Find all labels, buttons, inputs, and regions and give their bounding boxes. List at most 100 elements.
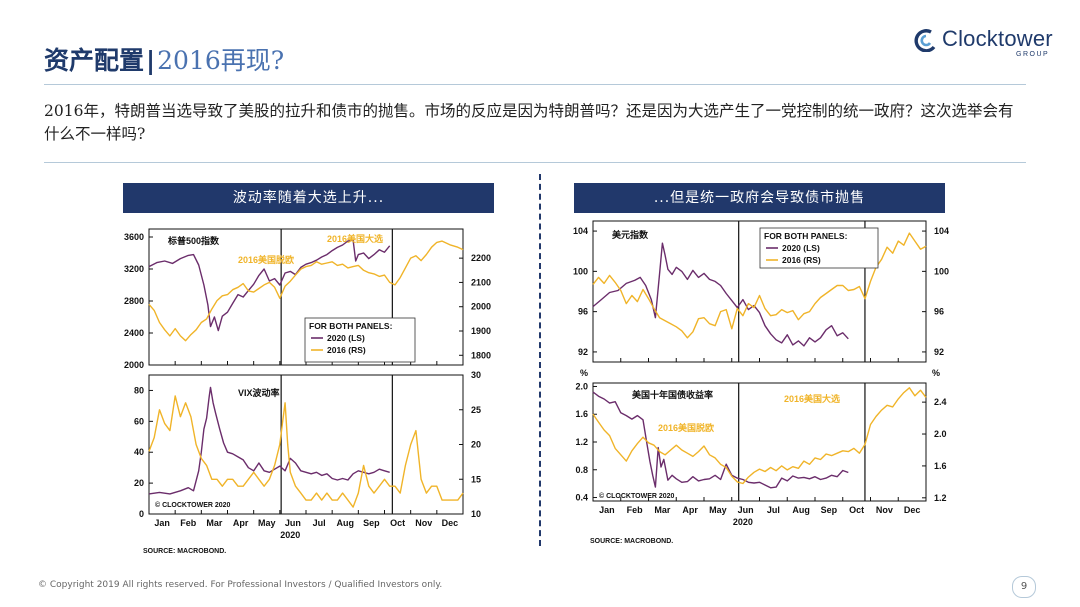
right-top-series-2016-line [592,232,927,339]
right-bottom-chart-title: 美国十年国债收益率 [632,389,713,400]
title-sub: 2016再现? [157,46,285,75]
right-bottom-xtick-label-10: Nov [876,505,893,515]
left-bottom-xlabel: 2020 [280,530,300,540]
right-top-legend-box [759,227,879,269]
right-bottom-ytick-left-label-4: 2.0 [575,381,588,391]
clocktower-logo: Clocktower GROUP [914,26,1054,62]
left-top-ytick-right-label-4: 2200 [471,253,491,263]
right-top-legend-title: FOR BOTH PANELS: [764,231,848,241]
left-bottom-ytick-right-label-4: 30 [471,370,481,380]
right-bottom-source: SOURCE: MACROBOND. [590,538,673,545]
left-bottom-xtick-label-1: Feb [180,518,197,528]
left-top-legend-item-0: 2020 (LS) [327,333,365,343]
left-bottom-xtick-label-0: Jan [154,518,170,528]
left-top-ytick-right-label-3: 2100 [471,277,491,287]
subtitle-text: 2016年，特朗普当选导致了美股的拉升和债市的抛售。市场的反应是因为特朗普吗？还… [44,102,1014,143]
right-bottom-xtick-label-1: Feb [627,505,644,515]
left-bottom-ytick-left-label-1: 20 [134,478,144,488]
right-bottom-xtick-label-0: Jan [599,505,615,515]
left-bottom-xtick-label-4: May [258,518,276,528]
left-bottom-ytick-right-label-3: 25 [471,405,481,415]
right-bottom-xtick-label-11: Dec [904,505,921,515]
title-separator: | [146,46,156,75]
page-number: 9 [1012,576,1036,598]
right-bottom-xtick-label-4: May [709,505,727,515]
right-bottom-ytick-right-label-2: 2.0 [934,429,947,439]
left-bottom-ytick-right-label-0: 10 [471,509,481,519]
right-bottom-xtick-label-6: Jul [767,505,780,515]
right-top-legend-item-0: 2020 (LS) [782,243,820,253]
right-bottom-ytick-left-label-2: 1.2 [575,437,588,447]
right-bottom-series-2016-line [592,387,927,485]
left-bottom-xtick-label-7: Aug [337,518,355,528]
page-title: 资产配置|2016再现? [44,44,284,78]
right-top-ytick-right-label-0: 92 [934,347,944,357]
right-bottom-xlabel: 2020 [733,517,753,527]
left-top-ytick-right-label-2: 2000 [471,302,491,312]
left-bottom-xtick-label-10: Nov [415,518,432,528]
right-top-ytick-left-label-3: 104 [573,226,588,236]
right-bottom-annotation-1: 2016美国大选 [784,393,840,404]
logo-name: Clocktower [942,26,1053,51]
left-panel-title: 波动率随着大选上升... [123,183,494,213]
right-bottom-annotation-0: 2016美国脱欧 [658,422,714,433]
left-top-legend-item-1: 2016 (RS) [327,345,366,355]
right-bottom-ytick-right-label-1: 1.6 [934,461,947,471]
header-rule [44,84,1026,85]
right-top-ytick-right-label-3: 104 [934,226,949,236]
left-bottom-source: SOURCE: MACROBOND. [143,548,226,555]
right-bottom-ytick-right-label-0: 1.2 [934,493,947,503]
left-bottom-chart-title: VIX波动率 [238,387,280,398]
left-bottom-xtick-label-11: Dec [442,518,459,528]
left-top-ytick-left-label-2: 2800 [124,296,144,306]
left-bottom-xtick-label-3: Apr [233,518,249,528]
left-bottom-ytick-right-label-1: 15 [471,474,481,484]
left-top-ytick-left-label-0: 2000 [124,360,144,370]
right-panel-title: ...但是统一政府会导致债市抛售 [574,183,945,213]
left-bottom-xtick-label-8: Sep [363,518,380,528]
left-top-ytick-right-label-1: 1900 [471,326,491,336]
right-top-ytick-left-label-0: 92 [578,347,588,357]
left-top-ytick-left-label-1: 2400 [124,328,144,338]
left-top-ytick-left-label-3: 3200 [124,264,144,274]
right-bottom-xtick-label-3: Apr [682,505,698,515]
right-bottom-ytick-left-label-0: 0.4 [575,493,588,503]
right-top-unit-left: % [580,368,588,378]
right-top-ytick-right-label-1: 96 [934,307,944,317]
left-bottom-watermark: © CLOCKTOWER 2020 [155,501,231,509]
right-top-unit-right: % [932,368,940,378]
left-bottom-xtick-label-6: Jul [313,518,326,528]
right-top-ytick-left-label-2: 100 [573,266,588,276]
clocktower-arc-icon [914,29,936,52]
left-bottom-ytick-left-label-4: 80 [134,385,144,395]
left-top-annotation-0: 2016美国脱欧 [238,254,294,265]
right-bottom-xtick-label-5: Jun [738,505,754,515]
logo-group: GROUP [1016,51,1050,58]
right-bottom-ytick-left-label-3: 1.6 [575,409,588,419]
left-bottom-series-2020-line [148,386,390,495]
left-bottom-ytick-left-label-2: 40 [134,447,144,457]
left-top-ytick-left-label-4: 3600 [124,232,144,242]
right-bottom-xtick-label-9: Oct [849,505,864,515]
left-bottom-xtick-label-5: Jun [285,518,301,528]
title-main: 资产配置 [44,46,145,75]
right-top-legend-item-1: 2016 (RS) [782,255,821,265]
left-bottom-ytick-left-label-0: 0 [139,509,144,519]
left-bottom-xtick-label-9: Oct [390,518,405,528]
left-bottom-ytick-left-label-3: 60 [134,416,144,426]
left-top-legend-title: FOR BOTH PANELS: [309,321,393,331]
right-top-series-2020-line [592,242,849,347]
left-top-series-2016-line [148,240,464,342]
right-top-chart-title: 美元指数 [612,229,649,240]
right-bottom-plot-frame [592,382,927,502]
left-top-ytick-right-label-0: 1800 [471,350,491,360]
right-bottom-xtick-label-8: Sep [821,505,838,515]
left-top-annotation-1: 2016美国大选 [327,233,383,244]
panel-divider [539,174,541,546]
subtitle-rule [44,162,1026,163]
right-bottom-ytick-right-label-3: 2.4 [934,397,947,407]
left-bottom-series-2016-line [148,395,464,508]
right-bottom-ytick-left-label-1: 0.8 [575,465,588,475]
right-bottom-xtick-label-7: Aug [792,505,810,515]
